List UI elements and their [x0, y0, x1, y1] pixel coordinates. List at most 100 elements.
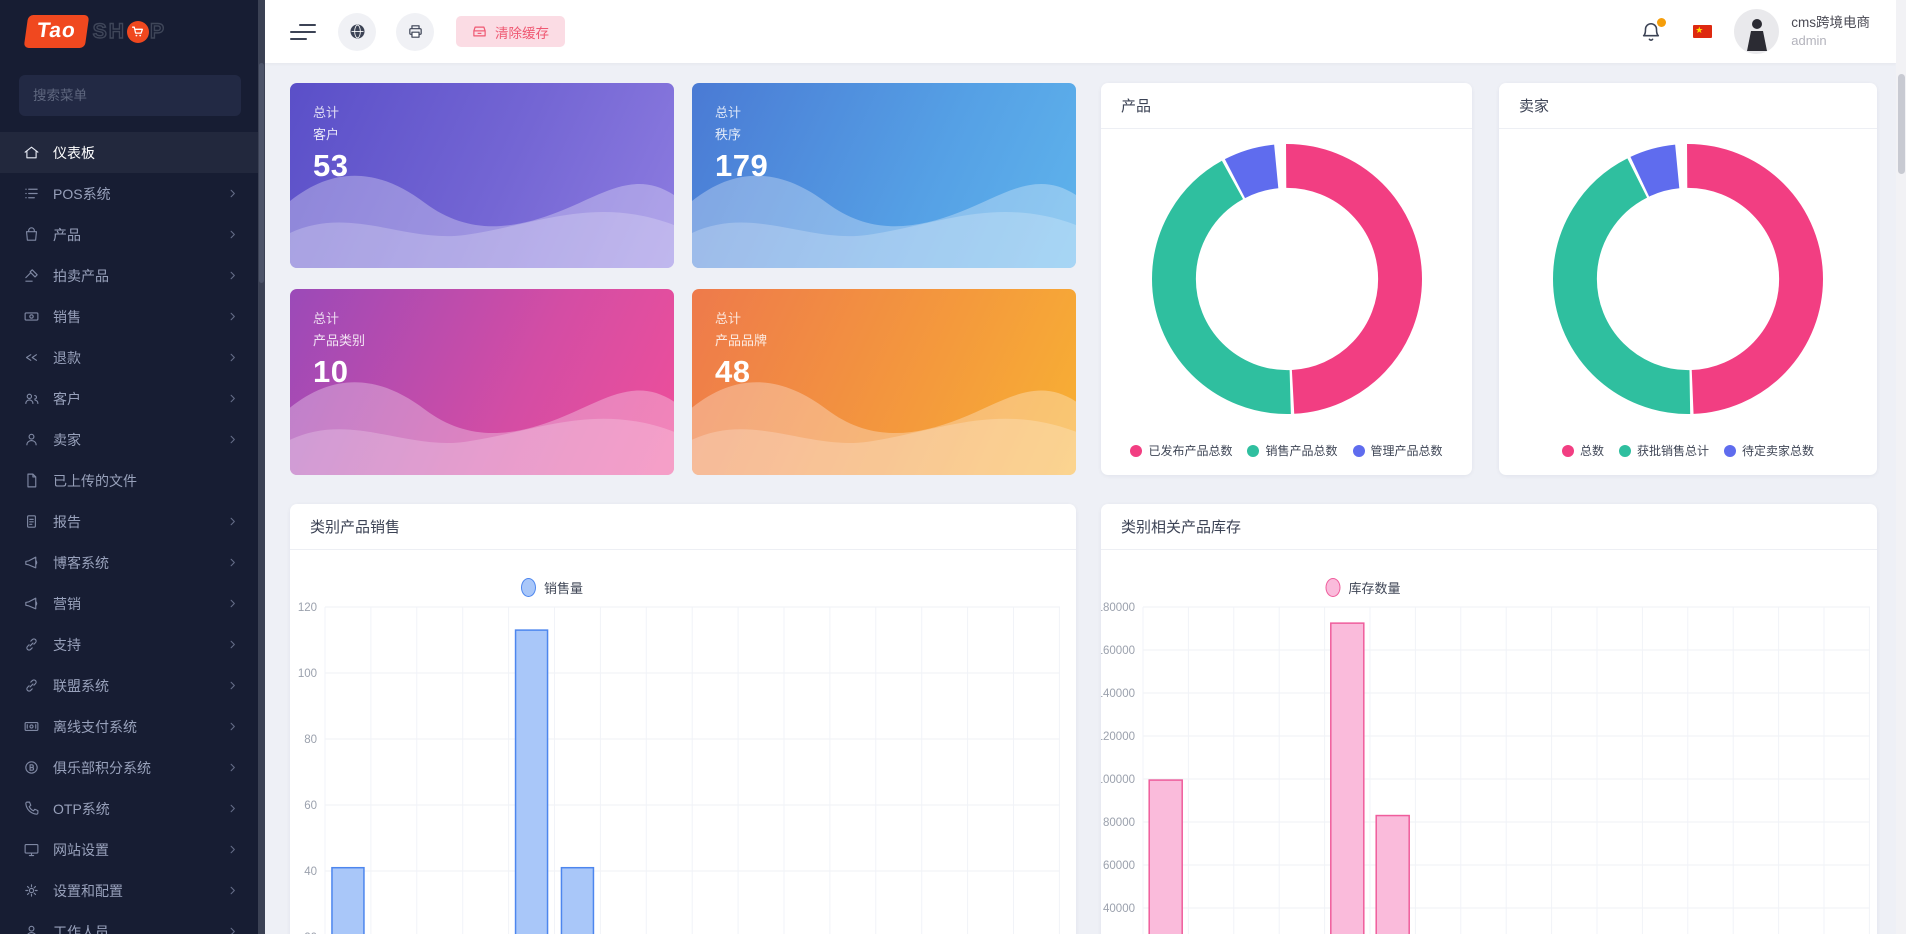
gavel-icon	[23, 267, 40, 284]
y-axis-tick-label: 120000	[1101, 731, 1135, 743]
speaker-icon	[23, 554, 40, 571]
legend-item[interactable]: 管理产品总数	[1352, 442, 1443, 459]
bag-icon	[23, 226, 40, 243]
sidebar-scrollbar[interactable]	[258, 0, 265, 934]
menu-toggle-icon[interactable]	[290, 19, 316, 45]
logo-shop-left: SH	[92, 19, 126, 43]
sidebar-item-customers[interactable]: 客户	[0, 378, 258, 419]
sidebar-item-label: 销售	[53, 308, 81, 325]
sidebar-item-sales[interactable]: 销售	[0, 296, 258, 337]
sidebar-item-settings-config[interactable]: 设置和配置	[0, 870, 258, 911]
bar	[1330, 622, 1365, 934]
page-scrollbar-thumb[interactable]	[1897, 74, 1905, 174]
link-icon	[23, 677, 40, 694]
products-donut-legend: 已发布产品总数 销售产品总数 管理产品总数	[1101, 442, 1472, 459]
y-axis-tick-label: 40000	[1103, 903, 1135, 915]
sidebar-item-reports[interactable]: 报告	[0, 501, 258, 542]
sidebar-item-otp-system[interactable]: OTP系统	[0, 788, 258, 829]
panel-title: 产品	[1101, 83, 1472, 129]
sidebar-item-dashboard[interactable]: 仪表板	[0, 132, 258, 173]
globe-icon	[349, 23, 366, 40]
legend-dot	[1130, 444, 1143, 457]
chevron-right-icon	[227, 270, 238, 281]
sidebar-item-website-settings[interactable]: 网站设置	[0, 829, 258, 870]
sidebar-item-offline-payment-system[interactable]: 离线支付系统	[0, 706, 258, 747]
sidebar-item-label: 离线支付系统	[53, 718, 137, 735]
sidebar-item-support[interactable]: 支持	[0, 624, 258, 665]
sidebar-item-label: 工作人员	[53, 923, 109, 934]
legend-item[interactable]: 待定卖家总数	[1724, 442, 1814, 459]
stat-value: 53	[313, 148, 349, 183]
clear-cache-label: 清除缓存	[495, 25, 549, 41]
legend-item[interactable]: 已发布产品总数	[1130, 442, 1232, 459]
avatar[interactable]	[1734, 9, 1780, 54]
y-axis-tick-label: 160000	[1101, 645, 1135, 657]
y-axis-tick-label: 140000	[1101, 688, 1135, 700]
sidebar-item-products[interactable]: 产品	[0, 214, 258, 255]
legend-label: 管理产品总数	[1370, 444, 1443, 458]
sidebar-item-club-points-system[interactable]: 俱乐部积分系统	[0, 747, 258, 788]
legend-item[interactable]: 销售产品总数	[1247, 442, 1338, 459]
sidebar-item-label: 营销	[53, 595, 81, 612]
user-role: admin	[1791, 32, 1827, 48]
sidebar-item-refunds[interactable]: 退款	[0, 337, 258, 378]
products-donut	[1151, 144, 1422, 414]
sidebar-item-staff[interactable]: 工作人员	[0, 911, 258, 934]
y-axis-tick-label: 80000	[1103, 817, 1135, 829]
sidebar-scrollbar-thumb[interactable]	[259, 63, 264, 283]
stat-value: 48	[715, 354, 751, 389]
chart-legend[interactable]: 库存数量	[1325, 578, 1401, 597]
stat-prefix: 总计	[313, 105, 340, 120]
sidebar-item-affiliate-system[interactable]: 联盟系统	[0, 665, 258, 706]
legend-dot	[1352, 444, 1365, 457]
clear-cache-button[interactable]: 清除缓存	[456, 16, 565, 47]
sidebar-item-pos-system[interactable]: POS系统	[0, 173, 258, 214]
chevron-right-icon	[227, 926, 238, 934]
sidebar-item-uploaded-files[interactable]: 已上传的文件	[0, 460, 258, 501]
legend-label: 销售量	[543, 581, 584, 596]
stat-card-product-categories: 总计 产品类别 10	[290, 289, 674, 475]
sidebar-item-sellers[interactable]: 卖家	[0, 419, 258, 460]
legend-item[interactable]: 总数	[1561, 442, 1604, 459]
stat-prefix: 总计	[313, 311, 340, 326]
language-globe-button[interactable]	[338, 12, 376, 51]
y-axis-tick-label: 40	[304, 866, 317, 878]
legend-dot	[1561, 444, 1574, 457]
donut-segment	[1151, 144, 1422, 414]
chevron-right-icon	[227, 598, 238, 609]
legend-marker	[1325, 578, 1341, 597]
chart-legend[interactable]: 销售量	[520, 578, 584, 597]
stat-value: 10	[313, 354, 349, 389]
stat-label: 产品品牌	[715, 333, 768, 348]
stat-label: 秩序	[715, 127, 742, 142]
file-icon	[23, 472, 40, 489]
money-icon	[23, 718, 40, 735]
sidebar-item-label: 卖家	[53, 431, 81, 448]
sidebar-search-input[interactable]	[19, 75, 241, 116]
sidebar-item-blog-system[interactable]: 博客系统	[0, 542, 258, 583]
sidebar-item-auction-products[interactable]: 拍卖产品	[0, 255, 258, 296]
notifications-bell-icon[interactable]	[1640, 17, 1667, 43]
user-block[interactable]: cms跨境电商 admin	[1791, 14, 1870, 50]
sidebar-item-label: 俱乐部积分系统	[53, 759, 151, 776]
donut-segment	[1151, 144, 1422, 414]
sidebar-item-marketing[interactable]: 营销	[0, 583, 258, 624]
china-flag-icon[interactable]: ★	[1693, 25, 1713, 38]
gear-icon	[23, 882, 40, 899]
avatar-silhouette	[1746, 19, 1767, 51]
print-button[interactable]	[396, 12, 434, 51]
chevron-right-icon	[227, 352, 238, 363]
cache-disk-icon	[472, 24, 487, 39]
legend-label: 销售产品总数	[1265, 444, 1338, 458]
sidebar-item-label: 报告	[53, 513, 81, 530]
panel-title: 类别相关产品库存	[1101, 504, 1877, 550]
chevron-right-icon	[227, 680, 238, 691]
y-axis-tick-label: 80	[304, 734, 317, 746]
link-icon	[23, 636, 40, 653]
sidebar-item-label: 博客系统	[53, 554, 109, 571]
legend-item[interactable]: 获批销售总计	[1618, 442, 1709, 459]
page-scrollbar[interactable]	[1896, 0, 1906, 934]
sidebar-item-label: 仪表板	[53, 144, 95, 161]
sidebar-item-label: 退款	[53, 349, 81, 366]
logo[interactable]: Tao SH P	[0, 0, 258, 63]
